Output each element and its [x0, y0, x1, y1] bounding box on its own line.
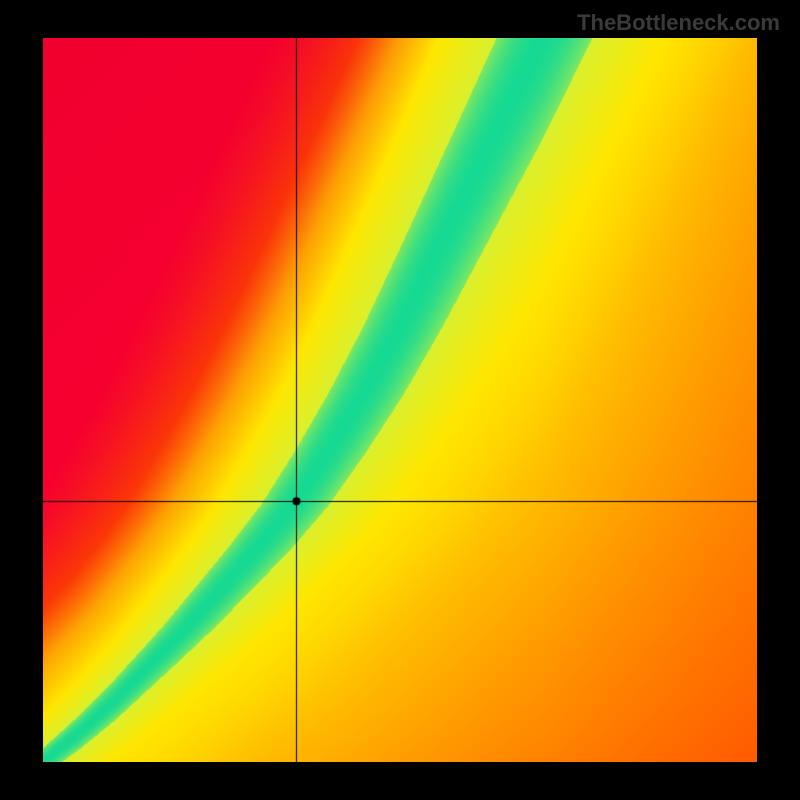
- watermark-text: TheBottleneck.com: [577, 10, 780, 36]
- bottleneck-heatmap: [43, 38, 757, 762]
- chart-container: TheBottleneck.com: [0, 0, 800, 800]
